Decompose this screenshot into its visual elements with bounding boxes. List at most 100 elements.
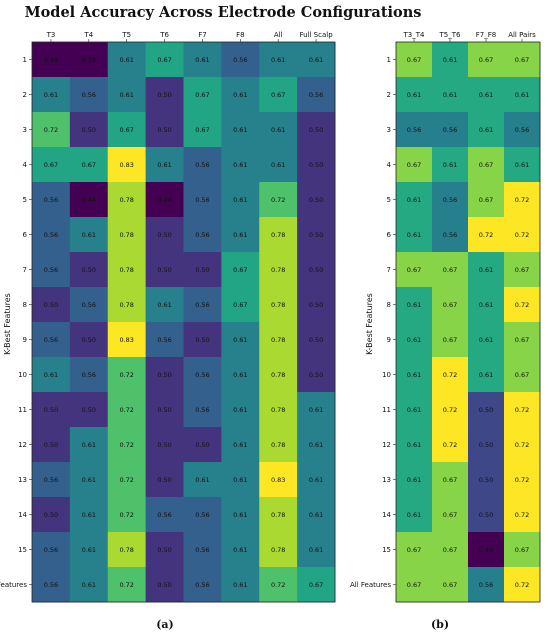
cell-value-label: 0.72 — [515, 301, 529, 309]
heatmap-cell — [432, 252, 469, 288]
cell-value-label: 0.56 — [44, 546, 58, 554]
heatmap-cell — [432, 567, 469, 603]
heatmap-cell — [259, 392, 298, 428]
y-tick-label: 6 — [23, 231, 28, 239]
cell-value-label: 0.67 — [271, 91, 285, 99]
heatmap-cell — [69, 357, 109, 393]
heatmap-cell — [107, 532, 147, 568]
heatmap-cell — [107, 497, 147, 533]
cell-value-label: 0.56 — [157, 336, 171, 344]
heatmap-cell — [259, 217, 298, 253]
cell-value-label: 0.56 — [407, 126, 421, 134]
y-tick-label: 10 — [382, 371, 391, 379]
cell-value-label: 0.78 — [119, 546, 133, 554]
x-tick-label: T6 — [159, 31, 169, 39]
cell-value-label: 0.56 — [195, 581, 209, 589]
heatmap-cell — [32, 112, 71, 148]
x-tick-label: F8 — [236, 31, 244, 39]
heatmap-cell — [259, 462, 298, 498]
cell-value-label: 0.50 — [157, 546, 171, 554]
heatmap-cell — [69, 147, 109, 183]
cell-value-label: 0.61 — [271, 161, 285, 169]
heatmap-cell — [297, 392, 336, 428]
heatmap-cell — [107, 217, 147, 253]
heatmap-cell — [504, 357, 541, 393]
heatmap-cell — [107, 392, 147, 428]
cell-value-label: 0.61 — [309, 56, 323, 64]
heatmap-cell — [69, 42, 109, 78]
cell-value-label: 0.56 — [195, 371, 209, 379]
heatmap-cell — [504, 182, 541, 218]
cell-value-label: 0.72 — [515, 196, 529, 204]
cell-value-label: 0.72 — [515, 511, 529, 519]
heatmap-cell — [396, 287, 433, 323]
heatmap-cell — [297, 567, 336, 603]
heatmap-cell — [221, 322, 260, 358]
heatmap-cell — [145, 532, 184, 568]
cell-value-label: 0.50 — [309, 231, 323, 239]
cell-value-label: 0.50 — [157, 266, 171, 274]
cell-value-label: 0.61 — [119, 56, 133, 64]
cell-value-label: 0.61 — [82, 511, 96, 519]
cell-value-label: 0.78 — [271, 301, 285, 309]
heatmap-cell — [221, 42, 260, 78]
cell-value-label: 0.50 — [195, 266, 209, 274]
cell-value-label: 0.56 — [443, 126, 457, 134]
cell-value-label: 0.61 — [309, 511, 323, 519]
heatmap-cell — [432, 322, 469, 358]
heatmap-cell — [468, 322, 505, 358]
cell-value-label: 0.56 — [195, 546, 209, 554]
heatmap-cell — [145, 567, 184, 603]
heatmap-cell — [468, 252, 505, 288]
cell-value-label: 0.67 — [407, 581, 421, 589]
heatmap-cell — [297, 147, 336, 183]
cell-value-label: 0.78 — [271, 406, 285, 414]
cell-value-label: 0.61 — [233, 231, 247, 239]
heatmap-cell — [107, 287, 147, 323]
heatmap-cell — [107, 462, 147, 498]
heatmap-cell — [145, 217, 184, 253]
y-axis-label-a: K-Best Features — [3, 293, 12, 355]
heatmap-cell — [468, 77, 505, 113]
cell-value-label: 0.50 — [309, 196, 323, 204]
heatmap-cell — [259, 147, 298, 183]
heatmap-cell — [504, 427, 541, 463]
heatmap-cell — [221, 252, 260, 288]
heatmap-cell — [32, 287, 71, 323]
cell-value-label: 0.44 — [479, 546, 493, 554]
cell-value-label: 0.56 — [443, 196, 457, 204]
y-tick-label: All Features — [0, 581, 27, 589]
cell-value-label: 0.61 — [479, 266, 493, 274]
heatmap-cell — [221, 462, 260, 498]
heatmap-cell — [432, 42, 469, 78]
heatmap-cell — [504, 287, 541, 323]
heatmap-cell — [221, 567, 260, 603]
y-tick-label: 10 — [18, 371, 27, 379]
cell-value-label: 0.61 — [407, 231, 421, 239]
cell-value-label: 0.61 — [233, 161, 247, 169]
heatmap-cell — [69, 287, 109, 323]
cell-value-label: 0.72 — [271, 581, 285, 589]
y-tick-label: 4 — [387, 161, 392, 169]
cell-value-label: 0.50 — [309, 266, 323, 274]
heatmap-cell — [32, 252, 71, 288]
heatmap-cell — [432, 217, 469, 253]
heatmap-cell — [504, 462, 541, 498]
heatmap-cell — [432, 462, 469, 498]
cell-value-label: 0.61 — [233, 546, 247, 554]
y-tick-label: 6 — [387, 231, 392, 239]
heatmap-cell — [221, 287, 260, 323]
cell-value-label: 0.50 — [195, 336, 209, 344]
heatmap-cell — [145, 322, 184, 358]
cell-value-label: 0.50 — [157, 406, 171, 414]
cell-value-label: 0.61 — [407, 91, 421, 99]
cell-value-label: 0.61 — [157, 161, 171, 169]
y-tick-label: 7 — [387, 266, 391, 274]
cell-value-label: 0.56 — [515, 126, 529, 134]
cell-value-label: 0.50 — [195, 441, 209, 449]
cell-value-label: 0.61 — [233, 581, 247, 589]
heatmap-cell — [69, 462, 109, 498]
heatmap-cell — [69, 392, 109, 428]
y-tick-label: All Features — [350, 581, 391, 589]
cell-value-label: 0.44 — [44, 56, 58, 64]
